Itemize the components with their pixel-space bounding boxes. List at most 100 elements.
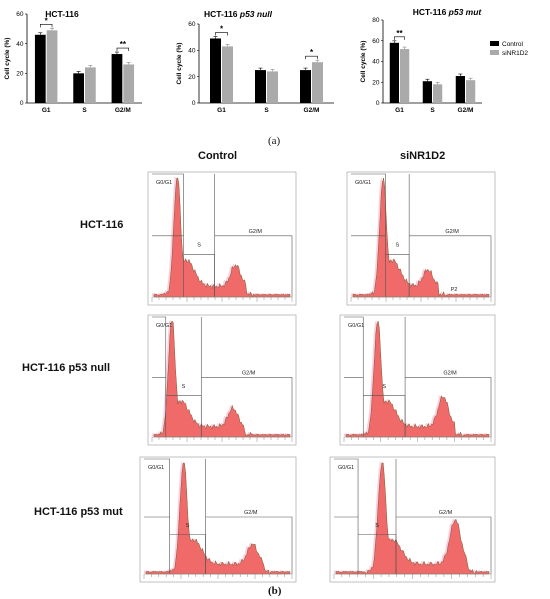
y-tick-label: 40 (16, 41, 24, 48)
gate-label-g2m: G2/M (443, 370, 457, 376)
chart-title-italic: p53 mut (448, 7, 483, 17)
significance-label: * (220, 24, 224, 33)
histogram-halo (152, 177, 288, 296)
row-header-hct116: HCT-116 (80, 219, 124, 231)
gate-label-g0g1: G0/G1 (338, 465, 354, 471)
significance-label: * (45, 16, 49, 25)
significance-label: ** (120, 40, 127, 49)
category-label: G1 (395, 107, 404, 114)
y-tick-label: 40 (372, 59, 380, 66)
bar-control-s (73, 73, 84, 103)
gate-label-s: S (197, 242, 201, 248)
bar-sinr1d2-g1 (222, 46, 233, 103)
gate-g0g1 (144, 458, 170, 574)
legend-swatch-sinr1d2 (490, 50, 499, 55)
y-tick-label: 20 (16, 71, 24, 78)
significance-bracket (215, 32, 228, 36)
gate-label-g2m: G2/M (439, 510, 453, 516)
gate-label-g0g1: G0/G1 (355, 180, 371, 186)
histogram-frame (329, 456, 496, 583)
chart-title: HCT-116 p53 null (204, 9, 273, 19)
category-label: S (264, 107, 269, 114)
significance-label: * (310, 48, 314, 57)
histogram-area (153, 320, 291, 438)
gate-g0g1 (152, 173, 184, 297)
histogram-frame (339, 314, 496, 446)
flow-histogram-p53null-control: G0/G1 S G2/M (147, 314, 297, 446)
histogram-halo (152, 320, 288, 436)
bar-control-g2m (300, 70, 311, 103)
bar-chart-3: HCT-116 p53 mut 0 20 40 60 80 Cell cycle (%) G1… (360, 7, 482, 114)
category-label: G2/M (458, 107, 474, 114)
row-header-p53-null: HCT-116 p53 null (22, 362, 111, 374)
y-tick-label: 60 (188, 21, 196, 28)
y-axis-label: Cell cycle (%) (360, 41, 367, 83)
histogram-halo (344, 320, 487, 436)
bar-chart-2: HCT-116 p53 null 0 20 40 60 Cell cycle (%) G1 *… (176, 9, 334, 114)
column-header-sinr1d2: siNR1D2 (400, 150, 446, 162)
gate-s (358, 534, 397, 574)
gate-g0g1 (344, 316, 364, 437)
legend-swatch-control (490, 41, 499, 46)
panel-b-label: (b) (268, 585, 282, 597)
gate-s (183, 254, 215, 297)
gate-label-g0g1: G0/G1 (156, 323, 172, 329)
gate-g2m (405, 377, 492, 437)
legend-label-sinr1d2: siNR1D2 (502, 50, 528, 57)
gate-label-g2m: G2/M (249, 229, 263, 235)
gate-g2m (214, 235, 293, 297)
panel-a-label: (a) (268, 135, 281, 147)
bar-sinr1d2-g2m (312, 62, 323, 103)
y-tick-label: 80 (372, 17, 380, 24)
histogram-frame (346, 171, 496, 306)
flow-histogram-hct116-sinr1d2: G0/G1 S G2/M P2 (346, 171, 496, 306)
bar-control-g1 (34, 34, 46, 104)
chart-title: HCT-116 p53 mut (413, 7, 483, 17)
bar-sinr1d2-s (267, 71, 278, 103)
histogram-frame (147, 171, 297, 306)
gate-g0g1 (351, 173, 386, 297)
histogram-area (345, 320, 490, 438)
gate-label-s: S (182, 384, 186, 390)
significance-bracket (305, 55, 318, 60)
bar-sinr1d2-g1 (400, 49, 410, 103)
y-tick-label: 20 (372, 79, 380, 86)
gate-label-g0g1: G0/G1 (156, 180, 172, 186)
chart-title-italic: p53 null (239, 9, 273, 19)
bar-control-g2m (111, 54, 123, 103)
gate-label-g2m: G2/M (445, 229, 459, 235)
significance-bracket (394, 36, 405, 40)
gate-s (385, 254, 410, 297)
category-label: G1 (42, 107, 51, 114)
histogram-frame (147, 314, 297, 446)
category-label: G2/M (304, 107, 320, 114)
histogram-area (352, 177, 490, 298)
gate-s (165, 395, 202, 437)
column-header-control: Control (198, 150, 238, 162)
y-tick-label: 0 (376, 100, 380, 107)
histogram-halo (334, 462, 487, 574)
gate-g0g1 (152, 316, 167, 437)
gate-g2m (409, 235, 492, 297)
y-tick-label: 40 (188, 48, 196, 55)
gate-g2m (201, 377, 293, 437)
gate-label-s: S (375, 523, 379, 529)
chart-title: HCT-116 (45, 9, 79, 19)
gate-g0g1 (334, 458, 359, 574)
category-label: S (430, 107, 435, 114)
flow-histogram-p53mut-control: G0/G1 S G2/M (139, 456, 297, 583)
gate-label-s: S (395, 242, 399, 248)
significance-bracket (116, 47, 129, 52)
bar-sinr1d2-g2m (466, 80, 476, 103)
chart-title-part: HCT-116 (204, 9, 240, 19)
histogram-area (153, 177, 291, 298)
gate-label-g2m: G2/M (244, 510, 258, 516)
legend: Control siNR1D2 (490, 41, 528, 57)
bar-sinr1d2-s (85, 67, 96, 103)
bar-chart-1: HCT-116 0 20 40 60 Cell cycle (%) G1 * S G2/M ** (4, 9, 142, 114)
y-axis-label: Cell cycle (%) (176, 43, 183, 85)
significance-bracket (40, 24, 53, 28)
gate-label-g2m: G2/M (242, 370, 256, 376)
y-tick-label: 0 (20, 100, 24, 107)
